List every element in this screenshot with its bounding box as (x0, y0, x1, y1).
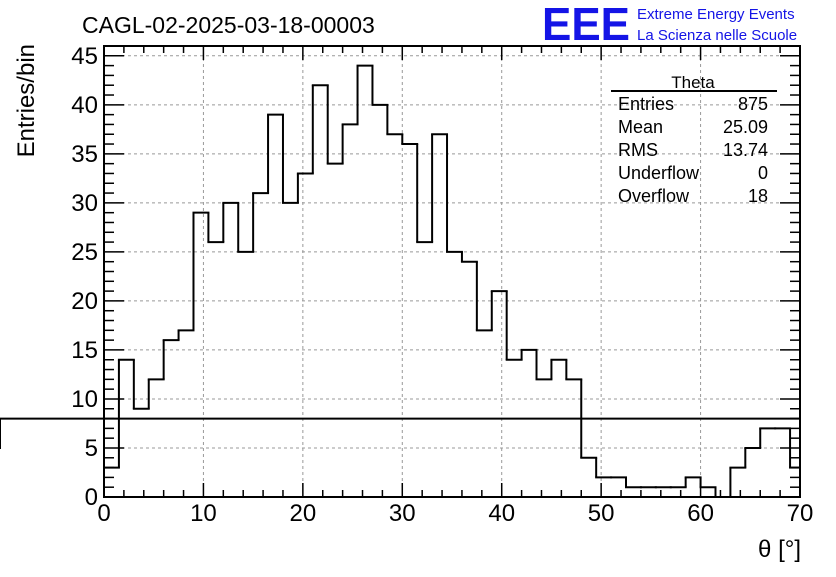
y-tick-label: 40 (71, 92, 98, 119)
stats-row-label: Mean (618, 117, 663, 137)
y-tick-label: 45 (71, 43, 98, 70)
eee-logo: EEE Extreme Energy Events La Scienza nel… (542, 0, 797, 50)
x-tick-label: 40 (488, 500, 515, 527)
stats-row-value: 875 (738, 94, 768, 114)
y-tick-label: 30 (71, 190, 98, 217)
plot-frame (103, 45, 801, 498)
stats-box: Theta Entries 875 Mean 25.09 RMS 13.74 Underfl… (611, 73, 777, 206)
y-tick-label: 35 (71, 141, 98, 168)
stats-row-value: 0 (758, 163, 768, 183)
y-tick-label: 20 (71, 288, 98, 315)
x-axis-title: θ [°] (758, 536, 801, 563)
stats-row-value: 25.09 (723, 117, 768, 137)
x-tick-label: 30 (389, 500, 416, 527)
x-tick-label: 0 (97, 500, 110, 527)
stats-row-label: RMS (618, 140, 658, 160)
y-tick-label: 5 (85, 435, 98, 462)
stats-row-label: Underflow (618, 163, 700, 183)
y-tick-label: 25 (71, 239, 98, 266)
eee-logo-mark: EEE (542, 0, 630, 50)
x-tick-label: 20 (290, 500, 317, 527)
y-tick-label: 0 (85, 484, 98, 511)
y-tick-label: 10 (71, 386, 98, 413)
stats-box-title: Theta (671, 73, 715, 92)
axis-ticks (103, 45, 801, 498)
y-axis-title: Entries/bin (13, 44, 40, 157)
grid-lines (104, 46, 800, 497)
stats-row-label: Entries (618, 94, 674, 114)
tick-labels: 0 10 20 30 40 50 60 70 0 5 10 15 20 25 30 35 40 45 (71, 43, 813, 527)
x-tick-label: 70 (787, 500, 814, 527)
stats-row-label: Overflow (618, 186, 690, 206)
stats-row-value: 18 (748, 186, 768, 206)
x-tick-label: 50 (588, 500, 615, 527)
plot-frame-rect (103, 45, 801, 498)
x-tick-label: 10 (190, 500, 217, 527)
eee-logo-line1: Extreme Energy Events (637, 6, 795, 23)
stats-row-value: 13.74 (723, 140, 768, 160)
chart-run-title: CAGL-02-2025-03-18-00003 (82, 12, 375, 38)
x-tick-label: 60 (687, 500, 714, 527)
histogram-series (0, 64, 801, 498)
eee-logo-line2: La Scienza nelle Scuole (637, 27, 797, 44)
y-tick-label: 15 (71, 337, 98, 364)
